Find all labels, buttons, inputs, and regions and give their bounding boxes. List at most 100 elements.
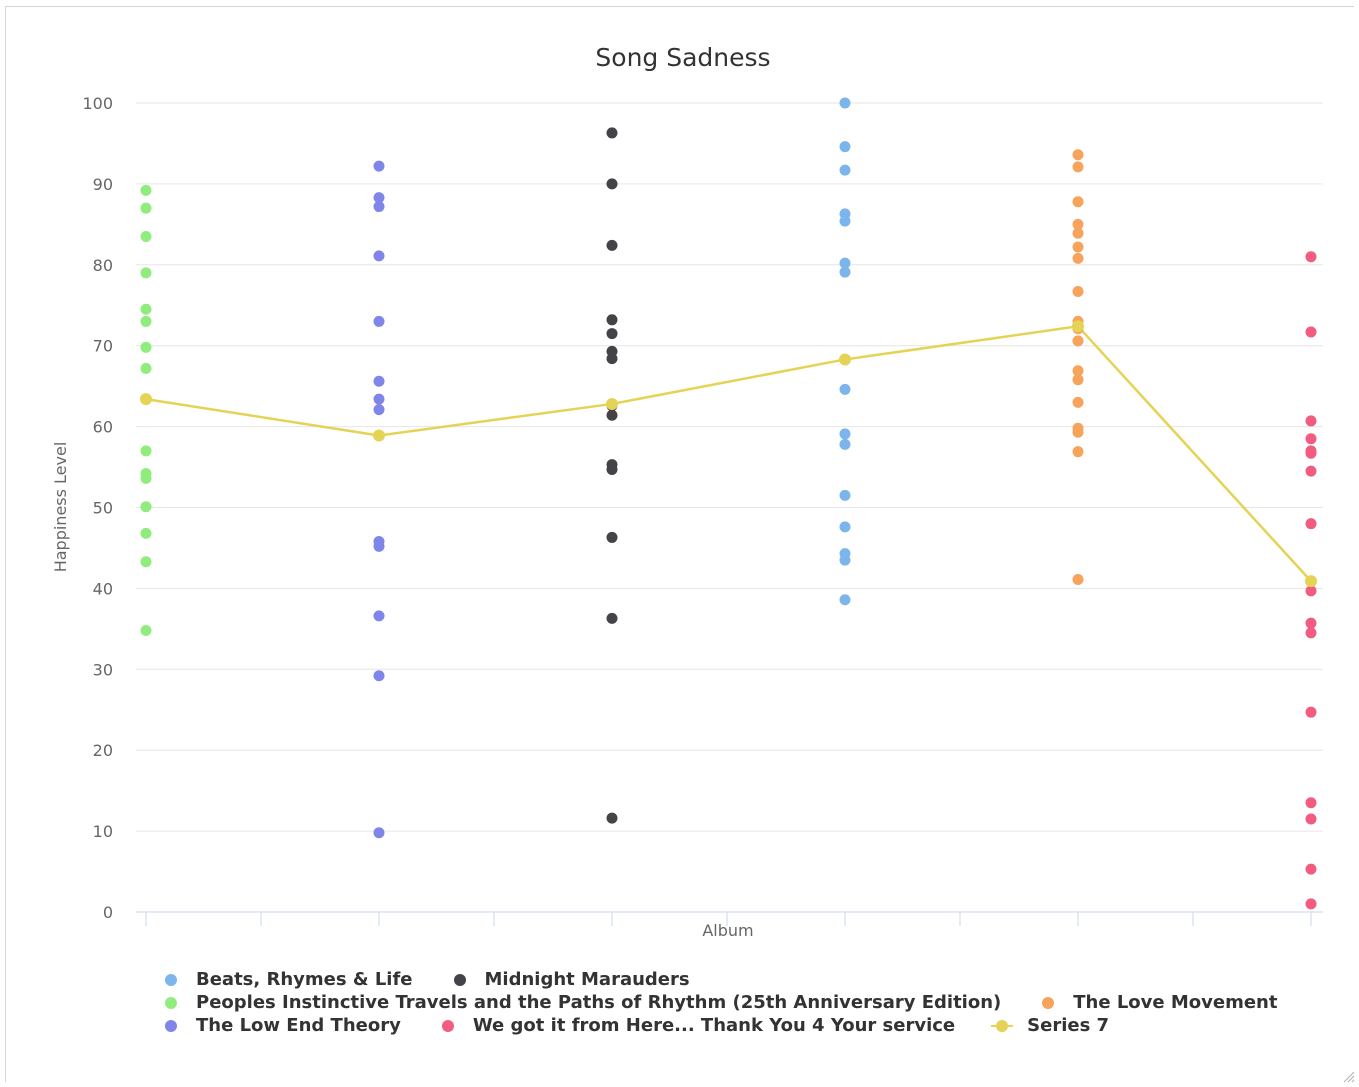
legend-item[interactable]: We got it from Here... Thank You 4 Your … bbox=[437, 1015, 955, 1036]
data-point[interactable] bbox=[373, 404, 385, 416]
data-point[interactable] bbox=[373, 201, 385, 213]
data-point[interactable] bbox=[606, 328, 618, 340]
data-point[interactable] bbox=[839, 489, 851, 501]
data-point[interactable] bbox=[373, 540, 385, 552]
data-point[interactable] bbox=[373, 250, 385, 262]
data-point[interactable] bbox=[1072, 335, 1084, 347]
data-point[interactable] bbox=[839, 438, 851, 450]
data-point[interactable] bbox=[140, 362, 152, 374]
data-point[interactable] bbox=[140, 341, 152, 353]
data-point[interactable] bbox=[606, 812, 618, 824]
legend-item[interactable]: Beats, Rhymes & Life bbox=[160, 969, 413, 990]
data-point[interactable] bbox=[1305, 415, 1317, 427]
data-point[interactable] bbox=[1305, 585, 1317, 597]
legend-item[interactable]: Series 7 bbox=[991, 1015, 1109, 1036]
data-point[interactable] bbox=[1305, 797, 1317, 809]
data-point[interactable] bbox=[1305, 465, 1317, 477]
data-point[interactable] bbox=[606, 463, 618, 475]
data-point[interactable] bbox=[1072, 365, 1084, 377]
series-7-point[interactable] bbox=[839, 353, 851, 366]
legend-item[interactable]: The Low End Theory bbox=[160, 1015, 401, 1036]
data-point[interactable] bbox=[373, 827, 385, 839]
data-point[interactable] bbox=[1305, 706, 1317, 718]
data-point[interactable] bbox=[140, 267, 152, 279]
data-point[interactable] bbox=[1072, 241, 1084, 253]
legend-marker-icon bbox=[160, 996, 182, 1010]
data-point[interactable] bbox=[606, 353, 618, 365]
resize-grip-icon[interactable] bbox=[1341, 1069, 1355, 1083]
data-point[interactable] bbox=[1305, 863, 1317, 875]
data-point[interactable] bbox=[1072, 374, 1084, 386]
data-point[interactable] bbox=[839, 164, 851, 176]
data-point[interactable] bbox=[1072, 149, 1084, 161]
series-7-point[interactable] bbox=[1072, 320, 1084, 333]
data-point[interactable] bbox=[839, 383, 851, 395]
data-point[interactable] bbox=[1305, 326, 1317, 338]
series-7-point[interactable] bbox=[373, 429, 385, 442]
data-point[interactable] bbox=[1305, 447, 1317, 459]
data-point[interactable] bbox=[1072, 252, 1084, 264]
legend-label: The Low End Theory bbox=[196, 1015, 401, 1036]
data-point[interactable] bbox=[140, 624, 152, 636]
legend-item[interactable]: Midnight Marauders bbox=[449, 969, 690, 990]
data-point[interactable] bbox=[606, 409, 618, 421]
data-point[interactable] bbox=[140, 527, 152, 539]
data-point[interactable] bbox=[1305, 251, 1317, 263]
data-point[interactable] bbox=[1305, 898, 1317, 910]
data-point[interactable] bbox=[1305, 518, 1317, 530]
data-point[interactable] bbox=[1072, 161, 1084, 173]
data-point[interactable] bbox=[839, 594, 851, 606]
series-7-point[interactable] bbox=[1305, 575, 1317, 588]
data-point[interactable] bbox=[373, 375, 385, 387]
data-point[interactable] bbox=[1072, 196, 1084, 208]
data-point[interactable] bbox=[1072, 227, 1084, 239]
data-point[interactable] bbox=[373, 192, 385, 204]
data-point[interactable] bbox=[140, 230, 152, 242]
data-point[interactable] bbox=[1072, 285, 1084, 297]
data-point[interactable] bbox=[1305, 617, 1317, 629]
data-point[interactable] bbox=[606, 239, 618, 251]
data-point[interactable] bbox=[140, 556, 152, 568]
y-tick-label: 60 bbox=[93, 418, 113, 437]
data-point[interactable] bbox=[1305, 627, 1317, 639]
series-2-points bbox=[373, 160, 385, 839]
data-point[interactable] bbox=[606, 314, 618, 326]
data-point[interactable] bbox=[1305, 813, 1317, 825]
series-7-point[interactable] bbox=[140, 393, 152, 406]
data-point[interactable] bbox=[140, 202, 152, 214]
data-point[interactable] bbox=[1072, 396, 1084, 408]
legend-item[interactable]: The Love Movement bbox=[1037, 992, 1277, 1013]
data-point[interactable] bbox=[1072, 574, 1084, 586]
data-point[interactable] bbox=[839, 141, 851, 153]
legend-item[interactable]: Peoples Instinctive Travels and the Path… bbox=[160, 992, 1001, 1013]
series-5-points bbox=[1072, 149, 1084, 586]
data-point[interactable] bbox=[1305, 433, 1317, 445]
data-point[interactable] bbox=[140, 445, 152, 457]
data-point[interactable] bbox=[140, 184, 152, 196]
data-point[interactable] bbox=[140, 501, 152, 513]
data-point[interactable] bbox=[373, 160, 385, 172]
data-point[interactable] bbox=[1072, 446, 1084, 458]
data-point[interactable] bbox=[839, 266, 851, 278]
series-7-line[interactable] bbox=[145, 325, 1312, 582]
series-7-point[interactable] bbox=[606, 397, 618, 410]
data-point[interactable] bbox=[606, 127, 618, 139]
data-point[interactable] bbox=[140, 472, 152, 484]
data-point[interactable] bbox=[606, 612, 618, 624]
data-point[interactable] bbox=[839, 554, 851, 566]
data-point[interactable] bbox=[606, 531, 618, 543]
data-point[interactable] bbox=[839, 428, 851, 440]
data-point[interactable] bbox=[839, 97, 851, 109]
data-point[interactable] bbox=[373, 670, 385, 682]
data-point[interactable] bbox=[1072, 426, 1084, 438]
data-point[interactable] bbox=[606, 178, 618, 190]
data-point[interactable] bbox=[373, 315, 385, 327]
data-point[interactable] bbox=[839, 215, 851, 227]
data-point[interactable] bbox=[839, 521, 851, 533]
data-point[interactable] bbox=[373, 610, 385, 622]
data-point[interactable] bbox=[373, 393, 385, 405]
data-point[interactable] bbox=[140, 315, 152, 327]
data-point[interactable] bbox=[1072, 218, 1084, 230]
data-point[interactable] bbox=[140, 303, 152, 315]
data-point[interactable] bbox=[839, 257, 851, 269]
